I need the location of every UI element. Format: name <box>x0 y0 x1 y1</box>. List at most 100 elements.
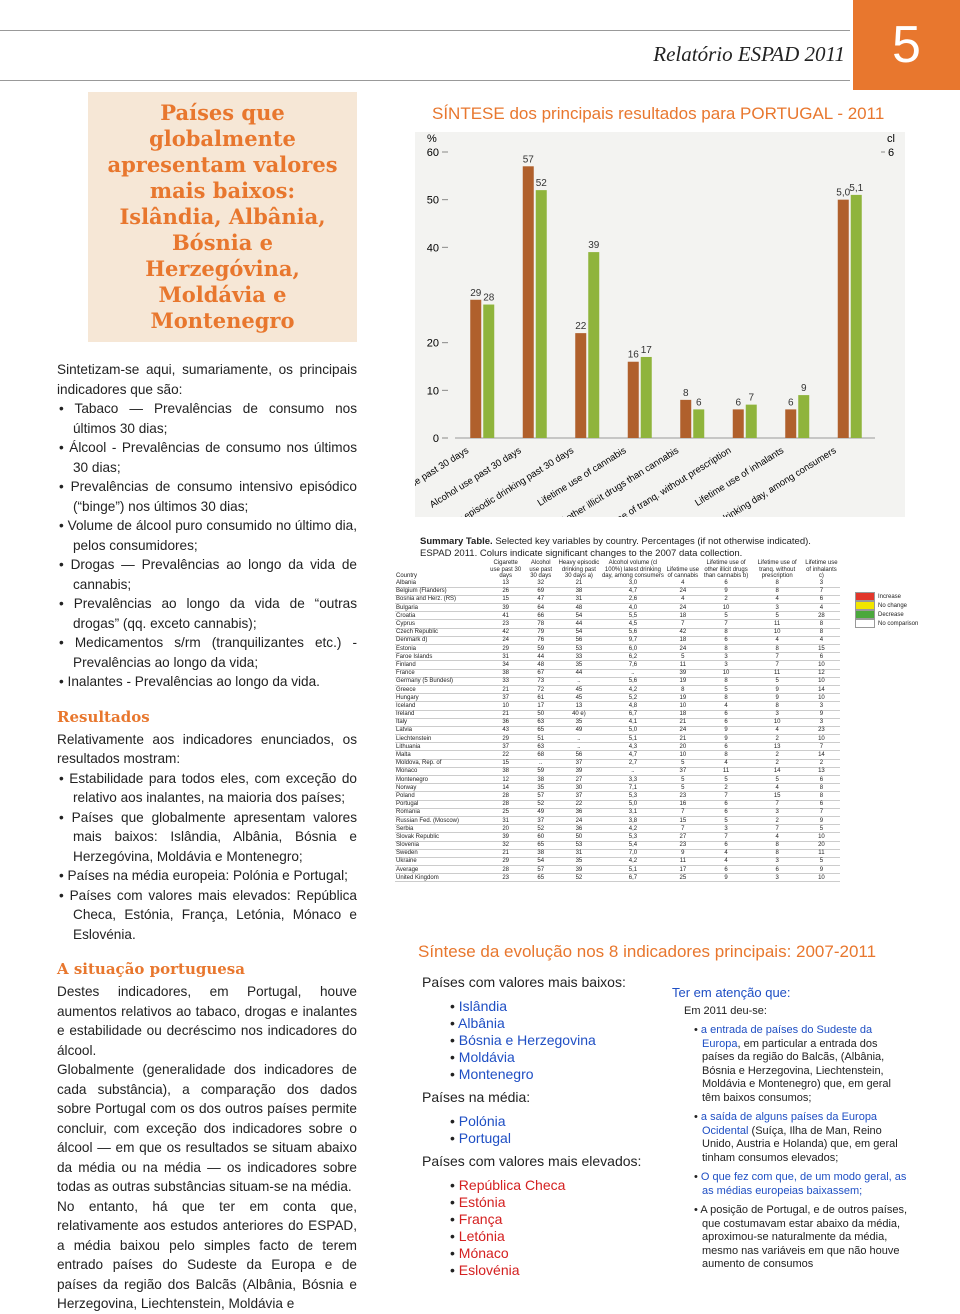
table-row: Albania 13 32 21 3,0 4 6 8 3 <box>395 579 840 588</box>
left-column: Sintetizam-se aqui, sumariamente, os pri… <box>57 360 357 1314</box>
table-cell: 49 <box>524 808 558 817</box>
table-cell: 5 <box>700 816 752 826</box>
table-row: Russian Fed. (Moscow) 31 37 24 3,8 15 5 2 9 <box>395 816 840 826</box>
table-cell: 33 <box>557 652 601 662</box>
value-label: 6 <box>788 397 794 408</box>
table-cell: 5,5 <box>600 611 666 621</box>
table-row: Slovak Republic 39 60 50 5,3 27 7 4 10 <box>395 832 840 842</box>
table-cell: 65 <box>524 726 558 736</box>
value-label: 57 <box>523 154 535 165</box>
table-cell: 43 <box>487 726 525 736</box>
table-row: Estonia 29 59 53 6,0 24 8 8 15 <box>395 644 840 654</box>
table-cell: 3 <box>700 660 752 670</box>
paragraph: No entanto, há que ter em conta que, rel… <box>57 1198 357 1312</box>
plot-background <box>415 132 905 517</box>
table-cell: 9 <box>700 873 752 883</box>
table-cell: 2 <box>751 816 803 826</box>
attention-list: a entrada de países do Sudeste da Europa… <box>672 1024 912 1272</box>
table-cell: .. <box>600 669 666 678</box>
bar <box>522 166 534 439</box>
table-cell: 37 <box>557 791 601 801</box>
table-cell: 10 <box>802 660 840 670</box>
table-cell: 21 <box>487 710 525 719</box>
table-cell: 25 <box>487 808 525 817</box>
table-cell: 4 <box>751 726 803 736</box>
attention-item: a entrada de países do Sudeste da Europa… <box>700 1024 912 1105</box>
table-cell: 11 <box>665 857 701 867</box>
table-cell: 15 <box>487 595 525 605</box>
table-cell: 4,7 <box>600 750 666 760</box>
value-label: 29 <box>470 288 482 299</box>
table-cell: 4,2 <box>600 685 666 695</box>
table-cell: .. <box>524 759 558 768</box>
table-cell: 5 <box>751 677 803 686</box>
bar <box>837 199 849 438</box>
table-cell: 5,3 <box>600 832 666 842</box>
table-cell: Cyprus <box>395 619 487 629</box>
table-row: Moldova, Rep. of 15.. 37 2,7 5 4 2 2 <box>395 759 840 768</box>
table-cell: 36 <box>487 718 525 727</box>
table-cell: 9 <box>802 865 840 875</box>
table-cell: United Kingdom <box>395 873 487 883</box>
table-cell: 24 <box>487 636 525 646</box>
table-cell: 14 <box>487 783 525 793</box>
legend-label: Increase <box>878 593 902 600</box>
y-tick-label: 40 <box>427 242 439 254</box>
column-header: Lifetime use of other illicit drugs than… <box>703 560 749 579</box>
table-header: Country Cigarette use past 30 days Alcohol… <box>395 560 840 580</box>
country-list: IslândiaAlbâniaBósnia e HerzegovinaMoldá… <box>422 998 662 1083</box>
page-body: Relatório ESPAD 2011 5 Países que global… <box>0 0 960 1270</box>
bar <box>680 399 692 438</box>
table-cell: 52 <box>524 824 558 834</box>
attention-heading: Ter em atenção que: <box>672 985 791 1000</box>
highlight-text: a saída de alguns países da Europa Ocide… <box>700 1111 878 1137</box>
table-cell: 9 <box>751 685 803 695</box>
table-cell: Slovak Republic <box>395 832 487 842</box>
table-cell: 9 <box>802 710 840 719</box>
country-item: Eslovénia <box>450 1262 662 1279</box>
table-cell: 19 <box>665 677 701 686</box>
table-cell: 2 <box>700 595 752 605</box>
table-cell: 5 <box>700 611 752 621</box>
highlight-text: a entrada de países do Sudeste da Europa <box>700 1024 873 1050</box>
table-cell: 10 <box>802 677 840 686</box>
bullet: Inalantes - Prevalências ao longo da vid… <box>57 672 357 692</box>
table-cell: 9 <box>751 693 803 703</box>
table-cell: 8 <box>802 791 840 801</box>
table-cell: 8 <box>700 628 752 637</box>
item-text: , em particular a entrada dos países da … <box>702 1037 891 1104</box>
table-cell: 68 <box>524 750 558 760</box>
bullet: Drogas — Prevalências ao longo da vida d… <box>57 555 357 594</box>
bar <box>575 333 587 438</box>
table-cell: 4,2 <box>600 857 666 867</box>
table-row: Croatia 41 66 54 5,5 18 5 5 28 <box>395 611 840 621</box>
table-row: Denmark d) 24 76 56 9,7 18 6 4 4 <box>395 636 840 646</box>
caption-text: ESPAD 2011. Colurs indicate significant … <box>420 548 743 559</box>
table-cell: 4,7 <box>600 587 666 596</box>
table-row: Greece 21 72 45 4,2 8 5 9 14 <box>395 685 840 695</box>
heading: A situação portuguesa <box>57 960 245 978</box>
value-label: 6 <box>696 397 702 408</box>
table-cell: 7 <box>751 824 803 834</box>
table-cell: 4 <box>700 849 752 858</box>
table-row: Iceland 10 17 13 4,8 10 4 8 3 <box>395 701 840 711</box>
legend-entry: No comparison <box>855 619 918 628</box>
table-cell: 57 <box>524 791 558 801</box>
page: Relatório ESPAD 2011 {"header": {"report… <box>0 0 960 1270</box>
column-header: Alcohol use past 30 days <box>529 560 553 579</box>
table-cell: 12 <box>487 775 525 785</box>
table-cell: Hungary <box>395 693 487 703</box>
table-cell: 15 <box>802 644 840 654</box>
table-cell: 8 <box>751 841 803 850</box>
paragraph: Globalmente (generalidade dos indicadore… <box>57 1062 357 1194</box>
table-cell: Romania <box>395 808 487 817</box>
table-cell: France <box>395 669 487 678</box>
table-cell: 6,0 <box>600 644 666 654</box>
table-cell: Serbia <box>395 824 487 834</box>
legend-label: No change <box>878 602 908 609</box>
table-cell: 4,8 <box>600 701 666 711</box>
table-cell: 42 <box>665 628 701 637</box>
intro: Sintetizam-se aqui, sumariamente, os pri… <box>57 362 357 397</box>
table-cell: 56 <box>557 750 601 760</box>
